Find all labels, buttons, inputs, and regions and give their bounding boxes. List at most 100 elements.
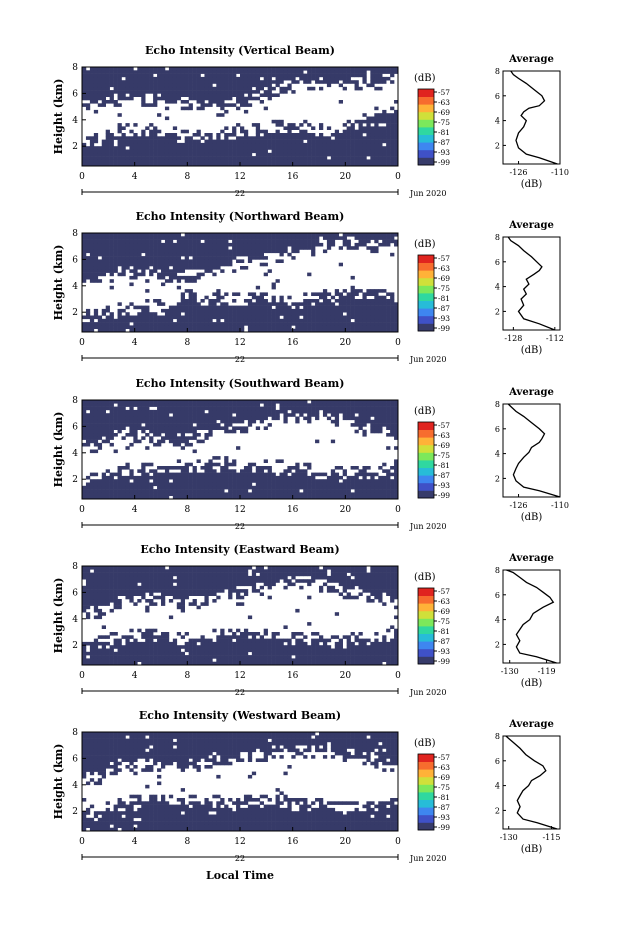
heatmap-cell <box>374 162 379 167</box>
heatmap-cell <box>216 96 221 101</box>
heatmap-cell <box>299 469 304 473</box>
heatmap-cell <box>105 86 110 91</box>
heatmap-cell <box>121 406 126 411</box>
heatmap-cell <box>255 156 261 160</box>
heatmap-cell <box>101 416 106 421</box>
heatmap-cell <box>326 485 332 490</box>
heatmap-cell <box>184 495 189 500</box>
heatmap-cell <box>350 302 355 306</box>
heatmap-cell <box>255 495 261 500</box>
heatmap-cell <box>192 73 197 78</box>
colorbar-swatch <box>418 134 434 143</box>
heatmap-cell <box>366 292 371 296</box>
heatmap-cell <box>243 413 249 417</box>
heatmap-cell <box>394 315 399 320</box>
heatmap-cell <box>145 406 150 411</box>
heatmap-cell <box>263 459 268 463</box>
heatmap-cell <box>101 485 106 490</box>
heatmap-cell <box>354 429 359 434</box>
heatmap-cell <box>149 648 154 653</box>
heatmap-cell <box>188 416 193 421</box>
heatmap-cell <box>93 233 99 237</box>
heatmap-cell <box>394 479 399 483</box>
heatmap-cell <box>133 495 138 500</box>
heatmap-cell <box>89 242 95 247</box>
heatmap-cell <box>303 299 308 303</box>
heatmap-cell <box>366 495 371 500</box>
heatmap-cell <box>259 252 264 257</box>
heatmap-cell <box>149 409 154 414</box>
heatmap-cell <box>188 70 193 74</box>
heatmap-cell <box>374 106 379 111</box>
colorbar-tick-label: -99 <box>438 324 450 333</box>
heatmap-cell <box>228 252 233 257</box>
heatmap-cell <box>113 595 118 600</box>
heatmap-cell <box>224 139 229 144</box>
heatmap-cell <box>141 585 146 590</box>
heatmap-cell <box>251 472 257 477</box>
heatmap-cell <box>370 328 375 333</box>
heatmap-cell <box>105 239 110 244</box>
heatmap-cell <box>129 472 134 477</box>
heatmap-cell <box>93 322 99 326</box>
heatmap-cell <box>220 242 225 247</box>
heatmap-cell <box>125 159 130 163</box>
heatmap-cell <box>141 318 146 323</box>
heatmap-cell <box>184 252 189 257</box>
heatmap-cell <box>220 262 225 267</box>
heatmap-cell <box>267 156 272 160</box>
heatmap-cell <box>82 275 87 280</box>
heatmap-cell <box>251 295 257 300</box>
heatmap-cell <box>196 252 201 257</box>
heatmap-cell <box>390 123 395 127</box>
heatmap-cell <box>291 318 296 323</box>
heatmap-cell <box>176 90 182 94</box>
heatmap-cell <box>157 246 162 250</box>
average-ytick-label: 8 <box>495 233 500 242</box>
heatmap-cell <box>101 90 106 94</box>
heatmap-cell <box>129 83 134 88</box>
heatmap-cell <box>394 459 399 463</box>
heatmap-cell <box>390 315 395 320</box>
heatmap-cell <box>342 302 347 306</box>
heatmap-cell <box>105 575 110 580</box>
heatmap-cell <box>192 419 197 424</box>
heatmap-cell <box>354 246 359 250</box>
heatmap-cell <box>334 409 340 414</box>
heatmap-cell <box>133 489 138 493</box>
heatmap-cell <box>342 482 347 487</box>
heatmap-cell <box>374 236 379 240</box>
colorbar-tick-label: -69 <box>438 274 450 283</box>
colorbar-swatch <box>418 157 434 166</box>
heatmap-cell <box>394 328 399 333</box>
heatmap-cell <box>247 495 253 500</box>
heatmap-cell <box>117 466 122 470</box>
heatmap-cell <box>192 429 197 434</box>
heatmap-cell <box>109 233 114 237</box>
heatmap-cell <box>172 423 178 427</box>
heatmap-cell <box>275 133 280 137</box>
heatmap-cell <box>161 233 166 237</box>
heatmap-cell <box>188 325 193 329</box>
heatmap-cell <box>259 83 264 88</box>
heatmap-cell <box>121 73 126 78</box>
average-title: Average <box>508 220 554 231</box>
heatmap-cell <box>176 400 182 404</box>
heatmap-cell <box>378 492 383 496</box>
heatmap-cell <box>362 318 367 323</box>
heatmap-cell <box>216 416 221 421</box>
heatmap-cell <box>85 575 91 580</box>
heatmap-cell <box>275 328 280 333</box>
date-label: Jun 2020 <box>409 189 446 198</box>
colorbar-swatch <box>418 104 434 113</box>
heatmap-cell <box>220 419 225 424</box>
heatmap-cell <box>212 416 217 421</box>
heatmap-cell <box>275 139 280 144</box>
heatmap-ytick-label: 6 <box>72 422 78 432</box>
heatmap-cell <box>240 96 245 101</box>
heatmap-cell <box>243 96 249 101</box>
heatmap-cell <box>82 572 87 577</box>
heatmap-cell <box>326 322 332 326</box>
heatmap-cell <box>267 142 272 147</box>
heatmap-cell <box>267 482 272 487</box>
